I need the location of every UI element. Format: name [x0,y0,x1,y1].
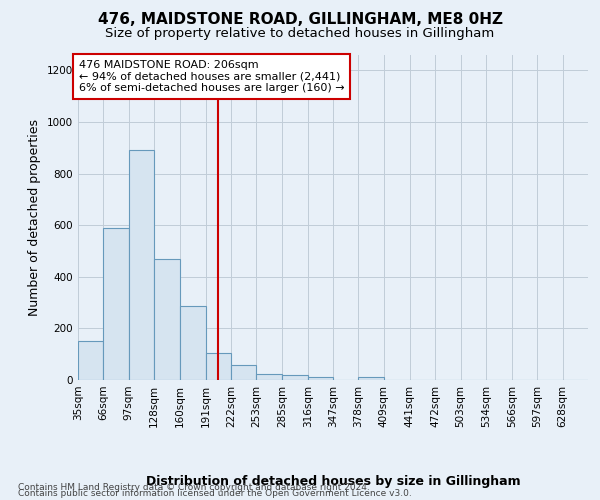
Text: Distribution of detached houses by size in Gillingham: Distribution of detached houses by size … [146,474,520,488]
Bar [283,375,308,380]
Text: 476, MAIDSTONE ROAD, GILLINGHAM, ME8 0HZ: 476, MAIDSTONE ROAD, GILLINGHAM, ME8 0HZ [97,12,503,28]
Bar [78,342,103,380]
Text: Contains public sector information licensed under the Open Government Licence v3: Contains public sector information licen… [18,490,412,498]
Bar [154,259,180,380]
Bar [205,353,231,380]
Text: Contains HM Land Registry data © Crown copyright and database right 2024.: Contains HM Land Registry data © Crown c… [18,484,370,492]
Text: Size of property relative to detached houses in Gillingham: Size of property relative to detached ho… [106,28,494,40]
Bar [256,374,283,380]
Y-axis label: Number of detached properties: Number of detached properties [28,119,41,316]
Text: 476 MAIDSTONE ROAD: 206sqm
← 94% of detached houses are smaller (2,441)
6% of se: 476 MAIDSTONE ROAD: 206sqm ← 94% of deta… [79,60,344,93]
Bar [180,306,205,380]
Bar [358,376,383,380]
Bar [308,376,333,380]
Bar [128,150,154,380]
Bar [231,364,256,380]
Bar [103,228,128,380]
